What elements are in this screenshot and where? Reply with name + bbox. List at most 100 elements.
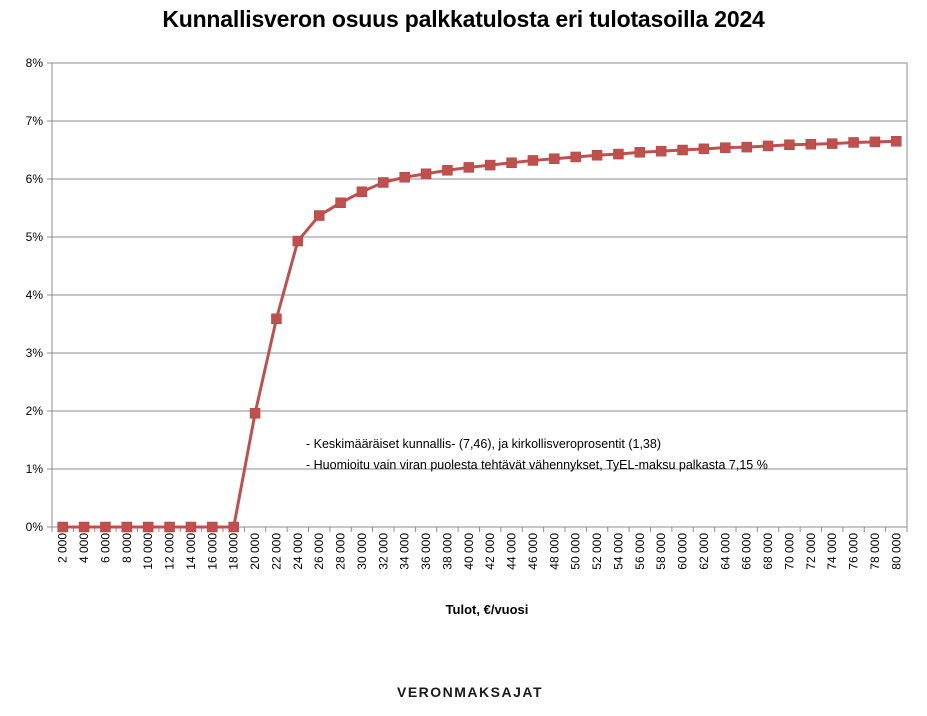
- x-tick-label: 80 000: [889, 533, 903, 570]
- data-point-marker: [891, 136, 902, 147]
- x-tick-label: 60 000: [676, 533, 690, 570]
- data-point-marker: [121, 521, 133, 533]
- data-point-marker: [442, 165, 453, 176]
- data-point-marker: [142, 521, 154, 533]
- x-tick-label: 2 000: [56, 533, 70, 563]
- x-tick-label: 42 000: [483, 533, 497, 570]
- x-tick-label: 12 000: [163, 533, 177, 570]
- data-point-marker: [591, 149, 603, 161]
- x-tick-label: 66 000: [740, 533, 754, 570]
- x-tick-label: 6 000: [98, 533, 112, 563]
- series-line: [62, 139, 897, 529]
- x-axis-label: Tulot, €/vuosi: [446, 602, 529, 617]
- y-tick-label: 1%: [26, 462, 44, 476]
- y-tick-label: 3%: [26, 346, 44, 360]
- x-tick-label: 26 000: [312, 533, 326, 570]
- data-point-marker: [420, 168, 432, 180]
- series-line-layer: [62, 139, 897, 529]
- data-point-marker: [655, 145, 667, 157]
- data-point-marker: [549, 153, 560, 164]
- data-point-marker: [720, 142, 731, 153]
- data-point-marker: [805, 138, 817, 150]
- x-tick-label: 16 000: [205, 533, 219, 570]
- data-point-marker: [784, 139, 795, 151]
- data-point-marker: [484, 159, 496, 171]
- y-tick-label: 0%: [26, 520, 44, 534]
- data-point-marker: [698, 143, 710, 155]
- x-tick-label: 78 000: [868, 533, 882, 570]
- x-tick-label: 62 000: [697, 533, 711, 570]
- y-tick-label: 8%: [26, 56, 44, 70]
- data-point-marker: [228, 521, 239, 533]
- data-point-marker: [826, 138, 838, 149]
- data-point-marker: [677, 144, 688, 156]
- x-tick-label: 20 000: [248, 533, 262, 570]
- data-point-marker: [634, 147, 646, 158]
- x-tick-label: 18 000: [227, 533, 241, 570]
- x-tick-label: 48 000: [547, 533, 561, 570]
- x-tick-label: 52 000: [590, 533, 604, 570]
- data-point-marker: [506, 157, 517, 169]
- data-point-marker: [100, 521, 111, 533]
- data-point-marker: [527, 155, 539, 166]
- y-axis-ticks: 0% 1% 2% 3% 4% 5% 6% 7% 8%: [26, 56, 52, 534]
- data-point-marker: [207, 521, 218, 533]
- data-point-marker: [313, 210, 325, 221]
- data-point-marker: [292, 235, 304, 247]
- data-point-marker: [848, 137, 859, 148]
- x-tick-label: 30 000: [355, 533, 369, 570]
- x-tick-label: 14 000: [184, 533, 198, 570]
- x-tick-label: 64 000: [718, 533, 732, 570]
- annotations: - Keskimääräiset kunnallis- (7,46), ja k…: [306, 437, 768, 472]
- y-tick-label: 6%: [26, 172, 44, 186]
- x-tick-label: 22 000: [269, 533, 283, 570]
- x-tick-label: 24 000: [291, 533, 305, 570]
- x-tick-label: 8 000: [120, 533, 134, 563]
- data-point-marker: [57, 521, 68, 533]
- data-point-marker: [356, 186, 368, 198]
- data-point-marker: [164, 521, 175, 533]
- x-tick-label: 4 000: [77, 533, 91, 563]
- x-tick-label: 28 000: [334, 533, 348, 570]
- data-point-marker: [741, 141, 752, 153]
- x-tick-label: 56 000: [633, 533, 647, 570]
- x-tick-label: 40 000: [462, 533, 476, 570]
- gridlines: [52, 120, 907, 470]
- y-tick-label: 4%: [26, 288, 44, 302]
- data-point-marker: [249, 408, 261, 419]
- x-axis-ticks: 2 000 4 000 6 000 8 000 10 000 12 000 14 000 16…: [51, 527, 908, 570]
- chart-title: Kunnallisveron osuus palkkatulosta eri t…: [162, 6, 765, 32]
- y-tick-label: 7%: [26, 114, 44, 128]
- x-tick-label: 44 000: [505, 533, 519, 570]
- series-markers: [57, 136, 902, 533]
- x-tick-label: 46 000: [526, 533, 540, 570]
- data-point-marker: [185, 521, 197, 533]
- y-tick-label: 5%: [26, 230, 44, 244]
- data-point-marker: [399, 172, 410, 183]
- x-tick-label: 72 000: [804, 533, 818, 570]
- data-point-marker: [613, 148, 624, 160]
- x-tick-label: 70 000: [782, 533, 796, 570]
- data-point-marker: [271, 313, 282, 325]
- x-tick-label: 58 000: [654, 533, 668, 570]
- data-point-marker: [335, 197, 346, 209]
- x-tick-label: 38 000: [440, 533, 454, 570]
- x-tick-label: 36 000: [419, 533, 433, 570]
- annotation-note: - Keskimääräiset kunnallis- (7,46), ja k…: [306, 437, 661, 451]
- data-point-marker: [463, 162, 475, 173]
- x-tick-label: 34 000: [398, 533, 412, 570]
- data-point-marker: [762, 140, 774, 152]
- x-tick-label: 68 000: [761, 533, 775, 570]
- x-tick-label: 76 000: [847, 533, 861, 570]
- data-point-marker: [378, 177, 389, 188]
- annotation-note: - Huomioitu vain viran puolesta tehtävät…: [306, 458, 768, 472]
- x-tick-label: 54 000: [611, 533, 625, 570]
- data-point-marker: [869, 136, 881, 148]
- data-point-marker: [78, 521, 90, 533]
- y-tick-label: 2%: [26, 404, 44, 418]
- x-tick-label: 74 000: [825, 533, 839, 570]
- brand-logo-text: VERONMAKSAJAT: [396, 684, 544, 700]
- x-tick-label: 10 000: [141, 533, 155, 570]
- data-point-marker: [570, 151, 581, 163]
